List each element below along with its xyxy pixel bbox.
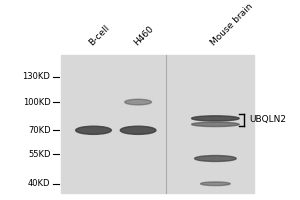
Text: 70KD: 70KD xyxy=(28,126,50,135)
Bar xyxy=(61,55,254,193)
Text: Mouse brain: Mouse brain xyxy=(209,1,255,47)
Ellipse shape xyxy=(200,182,230,186)
Text: 130KD: 130KD xyxy=(22,72,50,81)
Text: 40KD: 40KD xyxy=(28,179,50,188)
Text: 100KD: 100KD xyxy=(23,98,50,107)
Ellipse shape xyxy=(120,126,156,134)
Text: UBQLN2: UBQLN2 xyxy=(250,115,286,124)
Text: B-cell: B-cell xyxy=(87,23,111,47)
Text: H460: H460 xyxy=(132,24,155,47)
Ellipse shape xyxy=(125,99,152,105)
Ellipse shape xyxy=(76,126,111,134)
Text: 55KD: 55KD xyxy=(28,150,50,159)
Ellipse shape xyxy=(192,116,239,121)
Ellipse shape xyxy=(192,122,239,127)
Ellipse shape xyxy=(195,156,236,161)
